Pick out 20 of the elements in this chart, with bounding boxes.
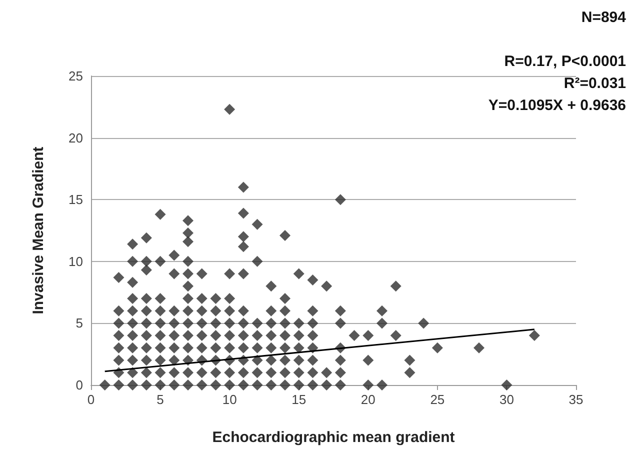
y-tick-label: 10 (68, 254, 83, 269)
x-tick-label: 5 (156, 392, 164, 407)
x-tick-label: 30 (499, 392, 514, 407)
y-axis-title: Invasive Mean Gradient (30, 146, 47, 314)
annotation: Y=0.1095X + 0.9636 (488, 97, 626, 114)
y-tick-label: 0 (76, 378, 83, 392)
y-tick-label: 20 (68, 130, 83, 146)
x-axis-title: Echocardiographic mean gradient (212, 429, 455, 446)
x-tick-label: 25 (430, 392, 445, 407)
x-tick-label: 35 (568, 392, 584, 407)
y-tick-label: 25 (68, 68, 83, 84)
x-tick-label: 15 (292, 392, 306, 407)
text: N=894 (581, 9, 627, 26)
annotation: R²=0.031 (564, 75, 626, 92)
x-tick-label: 10 (222, 392, 237, 407)
x-tick-label: 20 (360, 392, 376, 407)
y-tick-label: 15 (68, 192, 83, 208)
x-tick-label: 0 (87, 392, 95, 407)
text: R=0.17, P<0.0001 (504, 53, 626, 70)
y-tick-label: 5 (76, 316, 83, 331)
